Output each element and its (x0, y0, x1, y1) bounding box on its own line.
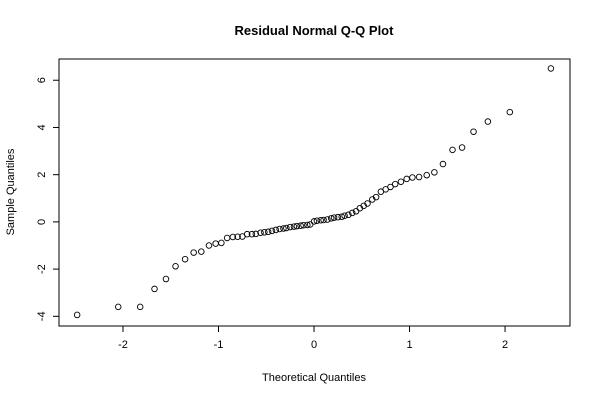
point (334, 213, 342, 221)
point (229, 233, 237, 241)
point (257, 229, 264, 237)
point (248, 230, 256, 238)
point (290, 223, 298, 230)
point (261, 229, 268, 236)
point (205, 242, 213, 249)
point (439, 160, 447, 168)
point (198, 248, 205, 255)
point (212, 240, 219, 247)
point (387, 183, 394, 191)
point (264, 228, 272, 236)
point (345, 211, 352, 219)
chart-title: Residual Normal Q-Q Plot (235, 23, 395, 38)
point (172, 263, 179, 270)
point (423, 171, 430, 179)
y-tick-label: 0 (36, 219, 48, 225)
x-axis-title: Theoretical Quantiles (262, 372, 366, 384)
point (114, 303, 122, 311)
point (151, 285, 158, 293)
point (252, 230, 260, 238)
point (297, 222, 304, 229)
x-tick-label: 0 (311, 339, 317, 351)
point (324, 216, 331, 223)
point (310, 218, 318, 225)
point (506, 108, 514, 116)
point (348, 209, 356, 217)
point (470, 128, 477, 135)
point (403, 175, 410, 183)
point (330, 214, 338, 221)
point (136, 303, 144, 311)
x-tick-label: 2 (502, 339, 508, 351)
point (372, 193, 380, 201)
point (283, 224, 290, 232)
point (293, 222, 301, 230)
y-tick-label: -2 (36, 264, 48, 274)
point (304, 221, 311, 229)
plot-frame (58, 58, 571, 327)
point (234, 233, 241, 241)
point (320, 216, 327, 224)
point (484, 118, 492, 125)
point (458, 144, 466, 151)
point (73, 311, 81, 319)
point (181, 255, 189, 263)
point (317, 216, 324, 224)
point (286, 223, 294, 231)
point (272, 226, 280, 234)
point (547, 65, 555, 72)
point (364, 200, 371, 207)
point (162, 275, 170, 283)
point (218, 239, 225, 247)
point (341, 212, 348, 220)
point (338, 213, 345, 220)
point (300, 221, 307, 229)
x-tick-label: -2 (118, 339, 128, 351)
point (243, 230, 251, 238)
point (190, 249, 197, 256)
x-tick-label: -1 (214, 339, 224, 351)
point (449, 146, 456, 154)
point (397, 178, 405, 186)
y-tick-label: -4 (36, 311, 48, 321)
point (431, 169, 438, 176)
point (276, 225, 283, 233)
point (409, 174, 416, 181)
y-tick-label: 2 (36, 172, 48, 178)
x-tick-label: 1 (406, 339, 412, 351)
y-axis-title: Sample Quantiles (5, 148, 17, 235)
y-tick-label: 6 (36, 77, 48, 83)
y-tick-label: 4 (36, 124, 48, 130)
point (280, 225, 287, 232)
point (313, 217, 321, 224)
point (223, 234, 231, 242)
point (391, 180, 399, 188)
point (415, 173, 423, 181)
point (327, 215, 335, 222)
point (268, 227, 276, 235)
